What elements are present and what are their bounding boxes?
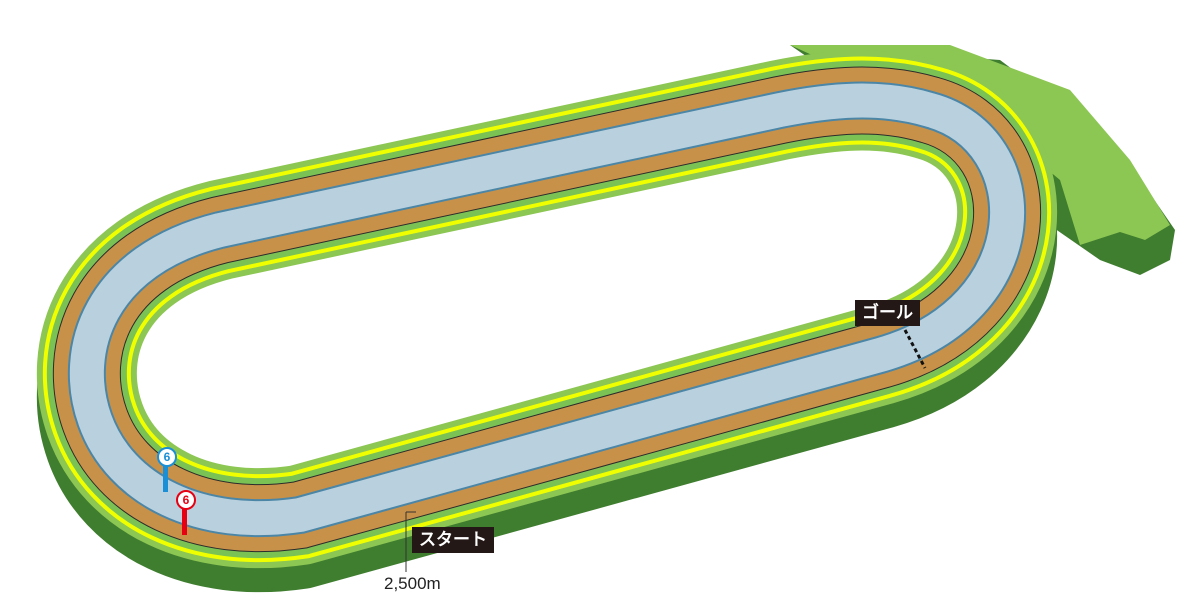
goal-label: ゴール [855,300,920,326]
goal-line [903,329,927,369]
distance-label: 2,500m [384,574,441,593]
furlong-marker-red: 6 [176,490,196,510]
furlong-marker-blue: 6 [157,447,177,467]
turf-extension [790,45,1170,245]
pole-blue [163,462,168,492]
pole-red [182,505,187,535]
start-label: スタート [412,527,494,553]
